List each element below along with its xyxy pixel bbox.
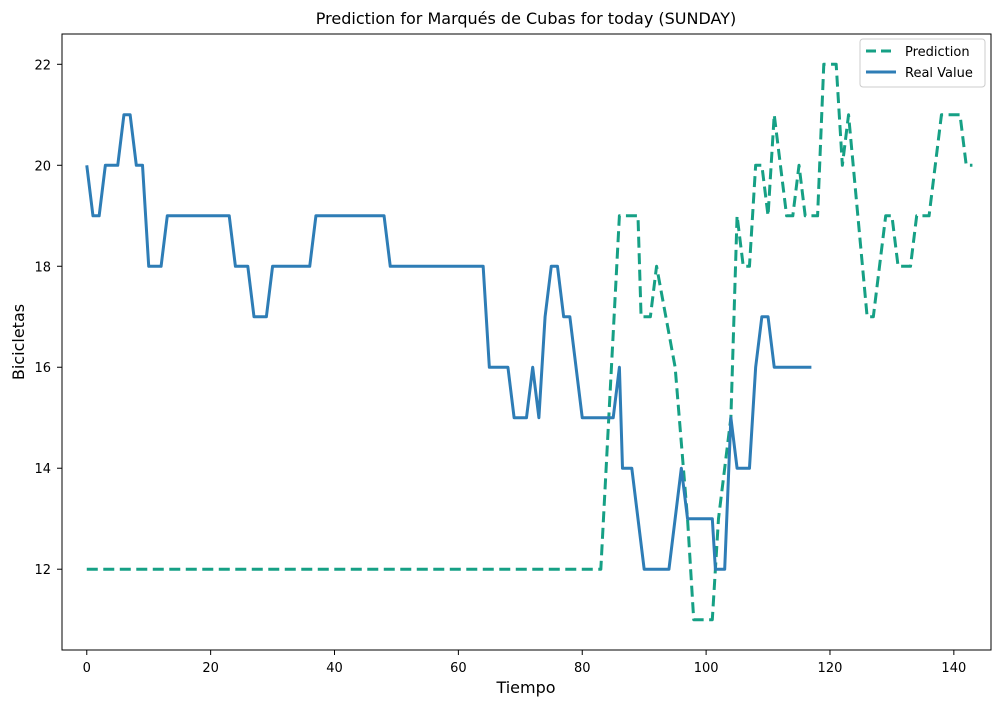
y-tick-label: 18 [34,260,51,275]
x-tick-label: 120 [818,661,843,676]
series-line-real-value [85,113,812,571]
x-axis-title: Tiempo [495,678,555,697]
legend-box [859,38,986,88]
x-tick-label: 100 [694,661,719,676]
series-line-prediction [86,62,973,622]
x-tick-label: 20 [202,661,219,676]
series-layer [85,62,973,622]
y-tick-label: 22 [34,58,51,73]
x-tick-label: 60 [450,661,467,676]
x-axis: 0 20 40 60 80 100 120 140 [83,650,966,676]
plot-frame [61,33,992,651]
legend-real-value-label: Real Value [905,66,973,81]
x-tick-label: 0 [83,661,91,676]
y-axis: 12 14 16 18 20 22 [34,58,62,578]
y-tick-label: 14 [34,462,51,477]
y-tick-label: 20 [34,159,51,174]
x-tick-label: 40 [326,661,343,676]
x-tick-label: 140 [941,661,966,676]
y-axis-title: Bicicletas [9,304,28,380]
y-tick-label: 16 [34,361,51,376]
legend-prediction-label: Prediction [905,45,970,60]
legend: Prediction Real Value [859,38,986,88]
plot-area: 0 20 40 60 80 100 120 140 12 14 16 18 20 22 [34,33,992,676]
y-tick-label: 12 [34,563,51,578]
chart-title: Prediction for Marqués de Cubas for toda… [316,9,736,28]
x-tick-label: 80 [574,661,591,676]
